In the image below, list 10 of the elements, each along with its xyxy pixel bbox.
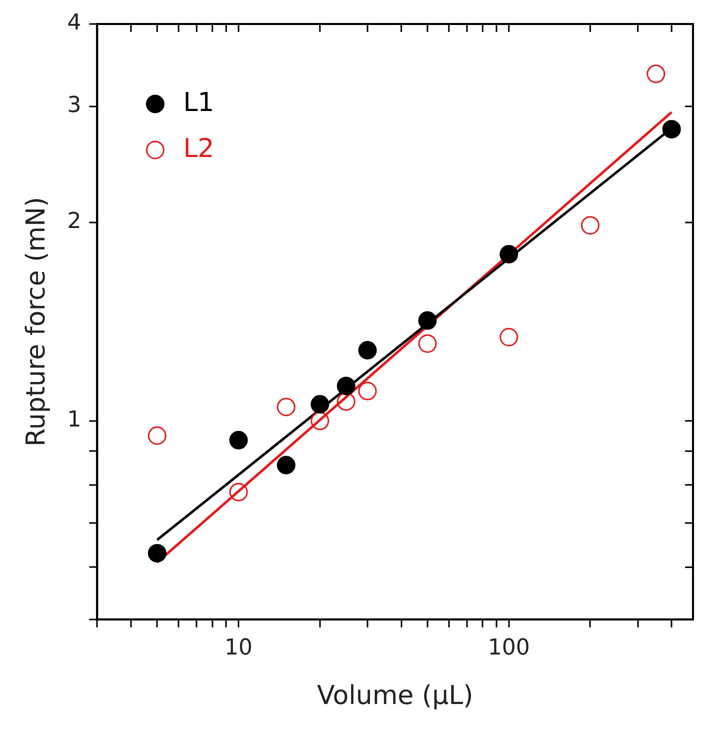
- legend-label: L1: [183, 88, 214, 118]
- y-axis-title: Rupture force (mN): [21, 196, 52, 447]
- legend-label: L2: [183, 134, 214, 164]
- y-tick-label: 4: [67, 10, 82, 36]
- y-tick-label: 3: [67, 93, 82, 118]
- y-tick-label: 1: [67, 408, 82, 433]
- x-tick-label: 10: [224, 635, 253, 660]
- y-tick-label: 2: [67, 209, 82, 234]
- x-tick-label: 100: [488, 635, 530, 660]
- x-axis-title: Volume (µL): [316, 681, 474, 712]
